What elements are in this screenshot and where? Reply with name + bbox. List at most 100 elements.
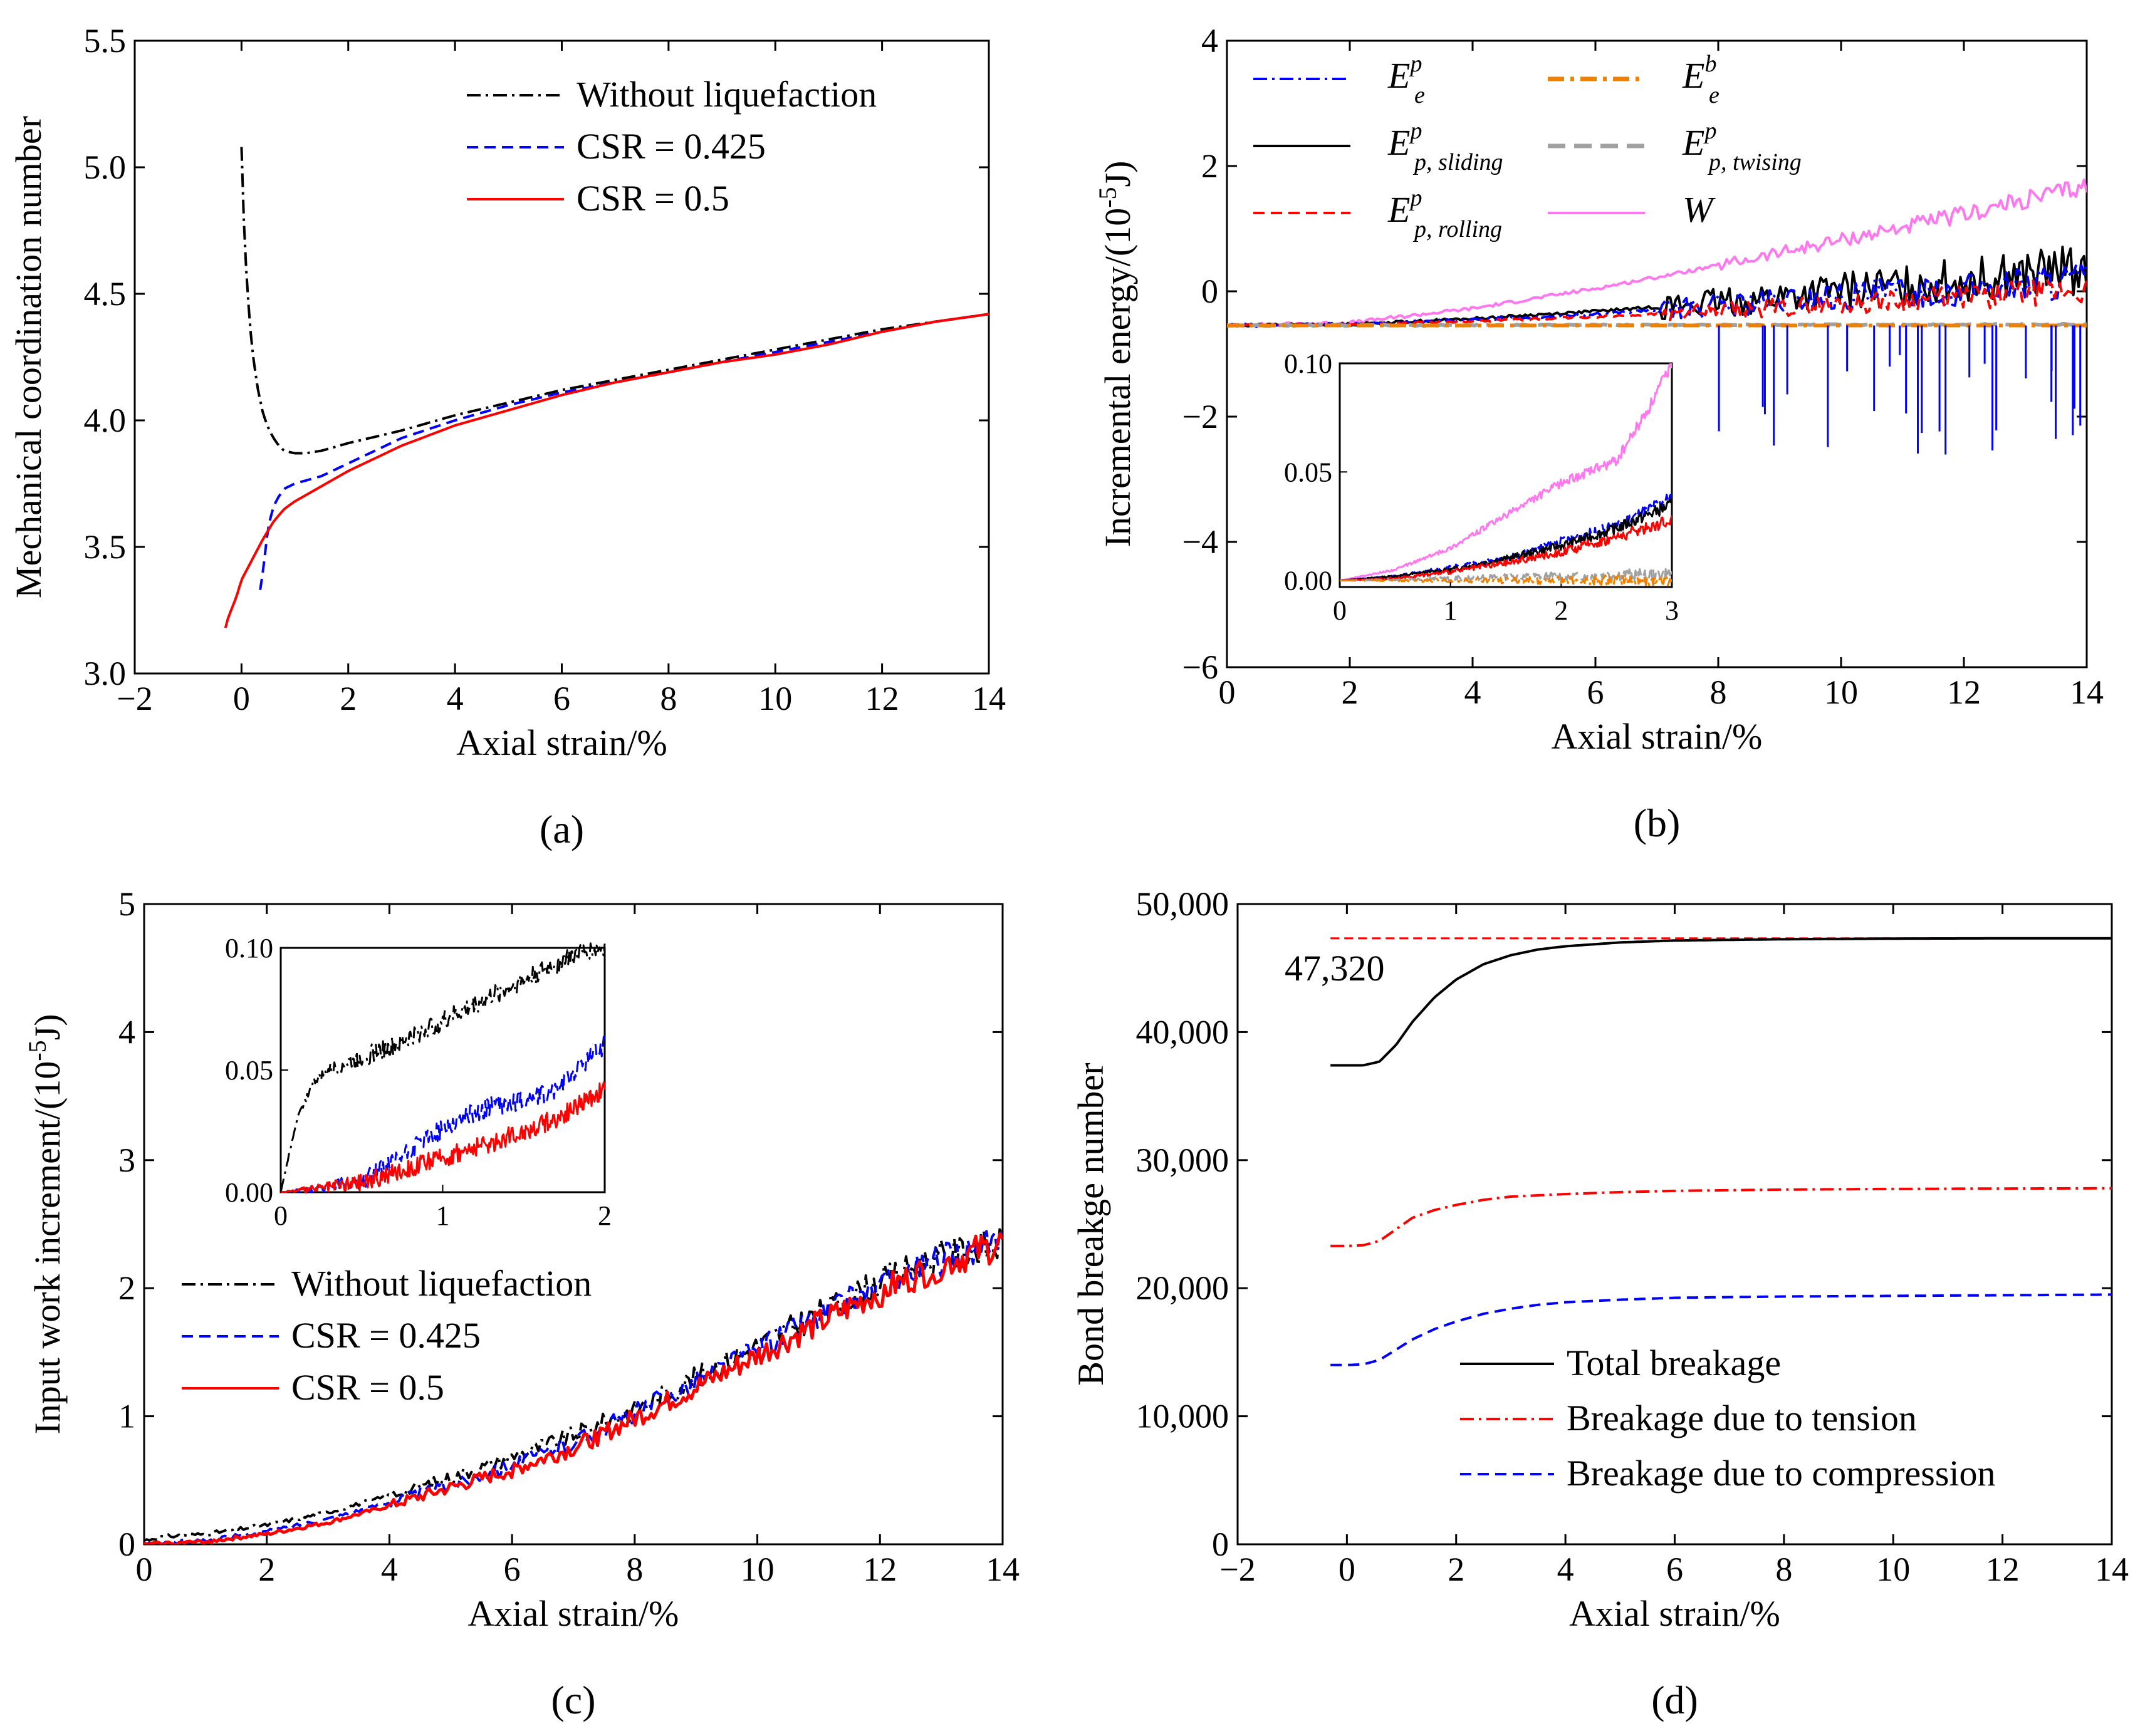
legend-label: CSR = 0.425 [291, 1315, 481, 1356]
x-tick-label: 4 [447, 680, 464, 717]
y-tick-label: 0 [1201, 273, 1218, 310]
inset-x-tick-label: 2 [1554, 595, 1568, 626]
y-axis-label: Mechanical coordination number [8, 116, 49, 598]
inset-x-tick-label: 1 [1444, 595, 1458, 626]
inset-y-tick-label: 0.10 [1284, 348, 1332, 379]
series-line-breakage-due-to-compression [1330, 1293, 2112, 1366]
x-tick-label: 12 [863, 1551, 897, 1588]
y-axis-label: Input work increment/(10-5J) [23, 1014, 68, 1434]
series-line-e-p-rolling [1340, 515, 1672, 582]
y-tick-label: 0 [1212, 1525, 1229, 1563]
x-tick-label: 6 [504, 1551, 521, 1588]
inset-y-tick-label: 0.05 [225, 1055, 273, 1086]
x-axis-label: Axial strain/% [456, 722, 667, 763]
y-tick-label: 3.5 [84, 528, 127, 566]
y-tick-label: −4 [1182, 523, 1218, 561]
y-axis-label-unit: J) [27, 1014, 68, 1040]
y-tick-label: 3 [118, 1141, 135, 1179]
annotation-47320: 47,320 [1285, 948, 1385, 989]
legend-sup: p [1408, 118, 1422, 144]
series-line-without-liquefaction [279, 942, 606, 1193]
panel-label: (c) [551, 1678, 595, 1722]
legend: Without liquefaction CSR = 0.425 CSR = 0.5 [467, 74, 877, 219]
y-tick-label: 1 [118, 1398, 135, 1435]
x-tick-label: 8 [660, 680, 677, 717]
panel-label: (b) [1634, 801, 1681, 845]
x-tick-label: 12 [1986, 1551, 2020, 1588]
panel-label: (a) [540, 807, 584, 851]
y-axis-label-text: Bond breakge number [1070, 1063, 1111, 1385]
inset-y-tick-label: 0.00 [225, 1177, 273, 1208]
legend-sub: e [1414, 82, 1425, 108]
y-tick-label: 2 [1201, 147, 1218, 185]
x-tick-label: 6 [553, 680, 570, 717]
inset-frame [1339, 362, 1673, 588]
x-tick-label: 6 [1666, 1551, 1683, 1588]
panel-label: (d) [1651, 1678, 1698, 1722]
legend-label: CSR = 0.425 [577, 126, 766, 167]
x-tick-label: 10 [741, 1551, 775, 1588]
series-line-csr-0-425 [259, 313, 989, 590]
series-line-without-liquefaction [240, 147, 989, 455]
y-axis-label-unit: J) [1097, 161, 1138, 187]
inset: 0 1 2 3 0.00 0.05 0.10 [1284, 348, 1679, 626]
series-line-w [1227, 179, 2087, 328]
y-axis-label: Incremental energy/(10-5J) [1093, 161, 1138, 548]
series-line-w [1340, 363, 1672, 582]
legend-label: Eb e [1682, 51, 1719, 108]
legend-label: Ep p, rolling [1387, 185, 1502, 242]
legend-sub: e [1709, 82, 1719, 108]
inset-x-tick-label: 0 [274, 1200, 288, 1231]
x-tick-label: −2 [1219, 1551, 1255, 1588]
x-tick-label: 2 [340, 680, 357, 717]
y-tick-label: 4.0 [84, 402, 127, 439]
x-axis-label: Axial strain/% [1552, 716, 1763, 757]
y-axis-label-exponent: -5 [23, 1040, 51, 1061]
x-tick-label: 2 [1342, 673, 1359, 711]
legend-base: E [1682, 55, 1704, 96]
panel-d: −2 0 2 4 6 8 10 12 14010,00020,00030,00040,00050… [1070, 885, 2129, 1722]
x-tick-label: −2 [117, 680, 152, 717]
x-tick-label: 0 [136, 1551, 153, 1588]
inset-x-tick-label: 0 [1333, 595, 1347, 626]
x-tick-label: 10 [1824, 673, 1858, 711]
inset-y-tick-label: 0.10 [225, 933, 273, 964]
inset-x-tick-label: 1 [436, 1200, 450, 1231]
x-tick-label: 14 [972, 680, 1006, 717]
inset-x-tick-label: 3 [1665, 595, 1679, 626]
plot-frame [133, 39, 990, 675]
legend-base: E [1682, 122, 1704, 163]
legend-label: Ep e [1387, 51, 1425, 108]
inset-x-tick-label: 2 [598, 1200, 612, 1231]
x-tick-label: 4 [381, 1551, 398, 1588]
y-axis-label-exponent: -5 [1093, 187, 1122, 207]
x-tick-label: 4 [1464, 673, 1481, 711]
y-tick-label: 2 [118, 1269, 135, 1307]
inset-y-tick-label: 0.00 [1284, 566, 1332, 596]
legend-label: Ep p, sliding [1387, 118, 1503, 175]
x-axis-label: Axial strain/% [468, 1593, 679, 1634]
legend: Total breakage Breakage due to tension Bre… [1460, 1343, 1996, 1494]
y-tick-label: 5.5 [84, 22, 127, 60]
x-tick-label: 10 [1876, 1551, 1910, 1588]
x-tick-label: 14 [986, 1551, 1020, 1588]
series-line-without-liquefaction [144, 1225, 1003, 1542]
x-tick-label: 0 [1339, 1551, 1355, 1588]
legend-label: Breakage due to tension [1567, 1398, 1917, 1438]
x-tick-label: 2 [258, 1551, 275, 1588]
legend-label: Ep p, twising [1682, 118, 1802, 175]
y-tick-label: 5 [118, 885, 135, 923]
y-axis-label-text: Mechanical coordination number [8, 116, 49, 598]
y-tick-label: 40,000 [1136, 1013, 1229, 1051]
y-tick-label: 0 [118, 1525, 135, 1563]
legend-sup: p [1703, 118, 1716, 144]
x-tick-label: 0 [233, 680, 250, 717]
legend-label: W [1683, 189, 1716, 230]
panel-a: −2 0 2 4 6 8 10 12 14 3.0 3.5 4.0 4.5 5.0 5.5 Axial str… [8, 22, 1006, 851]
legend-base: W [1683, 189, 1716, 230]
plot-frame [1236, 903, 2113, 1546]
legend-sup: b [1704, 51, 1716, 77]
